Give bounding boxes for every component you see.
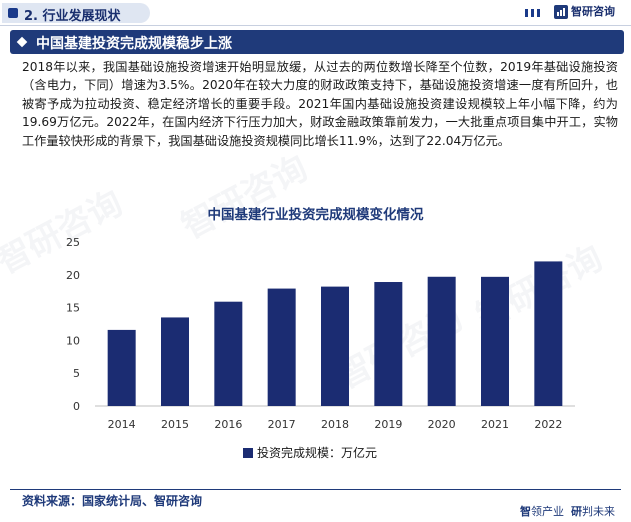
y-tick-label: 0 xyxy=(73,400,80,413)
x-tick-label: 2018 xyxy=(321,418,349,431)
legend-swatch xyxy=(243,448,253,458)
legend-label: 投资完成规模：万亿元 xyxy=(257,446,378,460)
bar-2022 xyxy=(534,261,563,406)
x-tick-label: 2022 xyxy=(534,418,562,431)
x-tick-label: 2020 xyxy=(428,418,456,431)
bar-2017 xyxy=(267,288,296,406)
bar-2019 xyxy=(374,282,403,406)
bar-2016 xyxy=(214,301,243,406)
diamond-icon xyxy=(16,36,28,48)
chart-title: 中国基建行业投资完成规模变化情况 xyxy=(207,207,424,223)
x-tick-label: 2016 xyxy=(214,418,242,431)
bar-2018 xyxy=(321,286,349,406)
y-tick-label: 5 xyxy=(73,367,80,380)
x-tick-label: 2014 xyxy=(108,418,136,431)
brand-logo-icon xyxy=(554,5,568,19)
slogan-char-1: 智 xyxy=(520,505,531,518)
section-label: 2. 行业发展现状 xyxy=(2,3,150,24)
chart-legend: 投资完成规模：万亿元 xyxy=(0,444,631,462)
y-tick-label: 15 xyxy=(66,302,80,315)
brand-name: 智研咨询 xyxy=(571,5,615,18)
body-paragraph: 2018年以来，我国基础设施投资增速开始明显放缓，从过去的两位数增长降至个位数，… xyxy=(22,60,618,148)
footer-slogan: 智领产业 研判未来 xyxy=(520,503,615,519)
section-label-text: 2. 行业发展现状 xyxy=(24,9,121,24)
bar-chart: 0 5 10 15 20 25 2014 2015 2016 2017 2018 2019 2020 20… xyxy=(66,236,575,431)
title-bar: 中国基建投资完成规模稳步上涨 xyxy=(10,30,624,54)
page-title: 中国基建投资完成规模稳步上涨 xyxy=(36,36,232,52)
header-divider xyxy=(0,25,631,26)
top-header: 2. 行业发展现状 智研咨询 xyxy=(0,0,631,26)
decorative-dashes-icon xyxy=(525,9,545,17)
slogan-part-1: 领产业 xyxy=(531,505,564,518)
source-note: 资料来源：国家统计局、智研咨询 xyxy=(22,494,203,508)
x-tick-label: 2019 xyxy=(374,418,402,431)
x-tick-label: 2015 xyxy=(161,418,189,431)
slogan-part-2: 判未来 xyxy=(582,505,615,518)
y-tick-label: 20 xyxy=(66,269,80,282)
bar-2020 xyxy=(427,276,456,406)
section-marker-icon xyxy=(8,8,18,18)
slogan-char-2: 研 xyxy=(571,505,582,518)
x-tick-label: 2021 xyxy=(481,418,509,431)
footer-divider xyxy=(10,489,621,490)
x-tick-label: 2017 xyxy=(268,418,296,431)
bar-2021 xyxy=(481,276,509,406)
bar-2015 xyxy=(161,317,189,406)
bar-2014 xyxy=(107,329,136,406)
y-tick-label: 10 xyxy=(66,334,80,347)
y-tick-label: 25 xyxy=(66,236,80,249)
